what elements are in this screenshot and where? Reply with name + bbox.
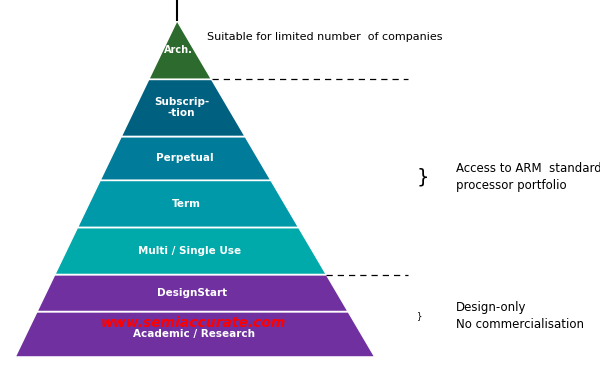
Text: Perpetual: Perpetual — [155, 154, 213, 164]
Text: Multi / Single Use: Multi / Single Use — [138, 246, 241, 256]
Polygon shape — [121, 79, 245, 137]
Text: www.semiaccurate.com: www.semiaccurate.com — [101, 316, 286, 330]
Text: Term: Term — [172, 199, 202, 209]
Text: }: } — [417, 311, 422, 320]
Text: DesignStart: DesignStart — [157, 288, 227, 298]
Polygon shape — [149, 20, 212, 79]
Text: Arch.: Arch. — [164, 45, 193, 55]
Polygon shape — [55, 228, 326, 275]
Polygon shape — [100, 137, 271, 180]
Text: }: } — [417, 167, 430, 186]
Text: Subscrip-
-tion: Subscrip- -tion — [154, 97, 209, 118]
Text: S: S — [152, 0, 170, 4]
Polygon shape — [37, 275, 348, 312]
Text: Academic / Research: Academic / Research — [133, 329, 255, 339]
Polygon shape — [77, 180, 299, 228]
Polygon shape — [15, 312, 375, 357]
Text: Design-only
No commercialisation: Design-only No commercialisation — [456, 301, 584, 331]
Text: Access to ARM  standard
processor portfolio: Access to ARM standard processor portfol… — [456, 162, 600, 192]
Text: A: A — [184, 0, 202, 4]
Text: Suitable for limited number  of companies: Suitable for limited number of companies — [207, 32, 443, 42]
